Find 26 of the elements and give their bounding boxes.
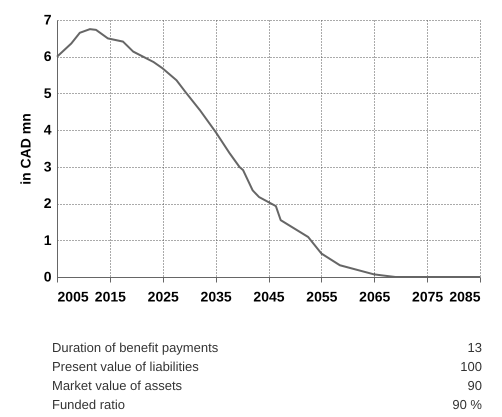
x-tick-label: 2075 [412, 288, 444, 304]
x-tick-label: 2055 [306, 288, 338, 304]
text: 13 [466, 340, 482, 355]
y-tick-label: 4 [44, 122, 52, 138]
x-tick-label: 2035 [200, 288, 232, 304]
y-tick-label: 6 [44, 48, 52, 64]
y-tick-label: 7 [44, 12, 52, 28]
text: 90 [466, 378, 482, 393]
y-tick-label: 3 [44, 158, 52, 174]
x-tick-label: 2025 [148, 288, 180, 304]
y-tick-label: 2 [44, 195, 52, 212]
y-tick-label: 1 [44, 232, 52, 248]
text: 100 [459, 359, 482, 374]
y-tick-label: 5 [44, 84, 52, 101]
text: Market value of assets [52, 378, 184, 393]
y-tick-label: 0 [44, 268, 52, 284]
text: Present value of liabilities [52, 359, 200, 374]
x-tick-label: 2015 [94, 288, 126, 304]
x-tick-label: 2085 [449, 288, 481, 304]
x-tick-label: 2065 [359, 288, 391, 304]
text: 90 % [452, 397, 482, 412]
x-tick-label: 2005 [58, 288, 89, 304]
text: Duration of benefit payments [52, 340, 220, 355]
text: Funded ratio [52, 397, 126, 412]
y-axis-title: in CAD mn [18, 113, 34, 185]
x-tick-label: 2045 [253, 288, 285, 304]
